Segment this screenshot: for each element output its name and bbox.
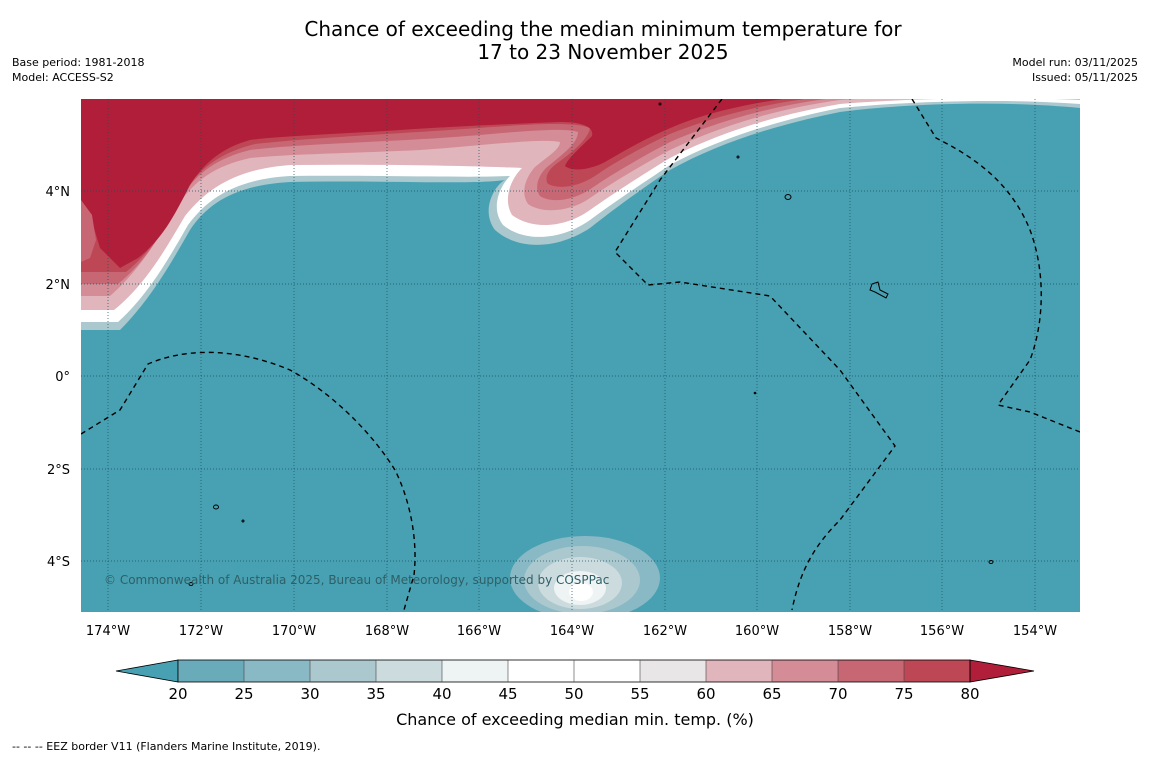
colorbar-tick: 70 <box>828 685 847 703</box>
colorbar-segment <box>706 660 772 682</box>
lat-label: 2°S <box>47 463 70 478</box>
colorbar-segment <box>244 660 310 682</box>
colorbar-tick: 50 <box>564 685 583 703</box>
colorbar-segment <box>376 660 442 682</box>
colorbar-tick: 30 <box>300 685 319 703</box>
meta-left: Base period: 1981-2018 Model: ACCESS-S2 <box>12 55 144 85</box>
colorbar-tick: 80 <box>960 685 979 703</box>
eez-borders <box>81 99 1080 611</box>
colorbar-tick: 45 <box>498 685 517 703</box>
colorbar-segment <box>508 660 574 682</box>
colorbar-tick: 60 <box>696 685 715 703</box>
eez-footnote: -- -- -- EEZ border V11 (Flanders Marine… <box>12 740 321 753</box>
colorbar-segment <box>574 660 640 682</box>
colorbar: 20 25 30 35 40 45 50 55 60 65 70 75 80 <box>115 659 1035 703</box>
title-line-2: 17 to 23 November 2025 <box>477 40 729 64</box>
lon-label: 158°W <box>828 624 872 639</box>
lon-label: 162°W <box>643 624 687 639</box>
colorbar-segment <box>838 660 904 682</box>
lat-label: 4°N <box>46 185 71 200</box>
colorbar-segment <box>178 660 244 682</box>
colorbar-tick: 20 <box>168 685 187 703</box>
map-field: © Commonwealth of Australia 2025, Bureau… <box>81 99 1080 612</box>
colorbar-segment <box>772 660 838 682</box>
lon-label: 174°W <box>86 624 130 639</box>
colorbar-tick: 35 <box>366 685 385 703</box>
lon-label: 160°W <box>735 624 779 639</box>
colorbar-tick: 75 <box>894 685 913 703</box>
lon-label: 156°W <box>920 624 964 639</box>
lon-label: 172°W <box>179 624 223 639</box>
base-period-text: Base period: 1981-2018 <box>12 56 145 69</box>
lat-label: 0° <box>55 370 70 385</box>
title-line-1: Chance of exceeding the median minimum t… <box>304 17 902 41</box>
colorbar-tick: 40 <box>432 685 451 703</box>
lon-label: 168°W <box>365 624 409 639</box>
colorbar-label: Chance of exceeding median min. temp. (%… <box>396 710 754 729</box>
lat-label: 4°S <box>47 555 70 570</box>
islands <box>188 102 994 586</box>
longitude-labels: 174°W 172°W 170°W 168°W 166°W 164°W 162°… <box>86 624 1057 639</box>
lon-label: 164°W <box>550 624 594 639</box>
warm-anomaly-region <box>81 99 1080 330</box>
latitude-labels: 4°N 2°N 0° 2°S 4°S <box>46 185 71 570</box>
map-title: Chance of exceeding the median minimum t… <box>0 18 1150 64</box>
colorbar-low-extension <box>115 659 179 683</box>
model-text: Model: ACCESS-S2 <box>12 71 114 84</box>
meta-right: Model run: 03/11/2025 Issued: 05/11/2025 <box>1012 55 1138 85</box>
colorbar-high-extension <box>969 659 1035 683</box>
copyright-text: © Commonwealth of Australia 2025, Bureau… <box>104 573 609 587</box>
lon-label: 166°W <box>457 624 501 639</box>
lon-label: 154°W <box>1013 624 1057 639</box>
colorbar-tick: 55 <box>630 685 649 703</box>
model-run-text: Model run: 03/11/2025 <box>1012 56 1138 69</box>
issued-text: Issued: 05/11/2025 <box>1031 71 1138 84</box>
colorbar-tick: 65 <box>762 685 781 703</box>
colorbar-segment <box>310 660 376 682</box>
lon-label: 170°W <box>272 624 316 639</box>
lat-label: 2°N <box>46 278 71 293</box>
colorbar-tick: 25 <box>234 685 253 703</box>
southern-anomaly-patch <box>510 536 660 612</box>
colorbar-segment <box>442 660 508 682</box>
colorbar-segment <box>904 660 970 682</box>
colorbar-segment <box>640 660 706 682</box>
